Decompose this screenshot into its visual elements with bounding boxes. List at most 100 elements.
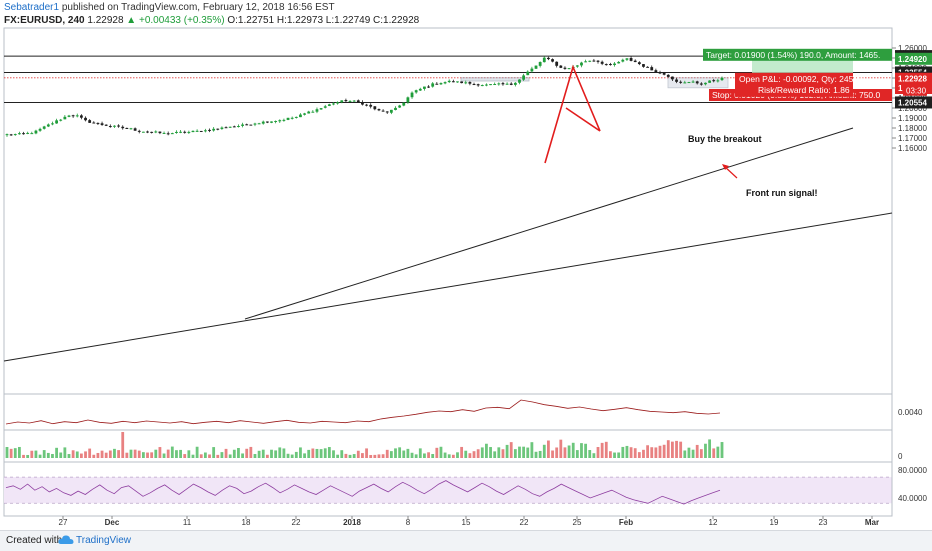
candle-body <box>46 124 50 127</box>
author-link[interactable]: Sebatrader1 <box>4 2 60 13</box>
volume-bar <box>542 444 546 458</box>
candle-body <box>261 121 265 124</box>
flag-pattern-line[interactable] <box>544 64 601 164</box>
volume-bar <box>237 447 240 458</box>
volume-bar <box>26 454 30 458</box>
volume-bar <box>84 451 87 458</box>
candle-body <box>175 131 178 134</box>
candle-body <box>113 125 116 127</box>
volume-bar <box>265 454 269 458</box>
volume-bar <box>323 448 327 458</box>
candle-body <box>319 108 323 110</box>
candle-body <box>237 126 240 128</box>
volume-bar <box>224 448 228 458</box>
candle-body <box>42 126 46 129</box>
candle-body <box>381 110 385 112</box>
candle-body <box>22 133 25 135</box>
volume-bar <box>100 450 104 458</box>
candle-body <box>447 80 451 83</box>
candle-body <box>588 60 592 62</box>
volume-bar <box>108 450 112 458</box>
front-run-annotation: Front run signal! <box>746 188 818 198</box>
volume-bar <box>166 449 170 458</box>
candle-body <box>356 100 360 103</box>
time-tick-label: 12 <box>709 518 718 527</box>
trendline-steep[interactable] <box>244 127 854 320</box>
candle-body <box>666 74 670 77</box>
volume-bar <box>319 449 323 458</box>
volume-bar <box>588 450 592 458</box>
candle-body <box>464 82 468 84</box>
volume-bar <box>427 452 430 458</box>
time-tick-label: 8 <box>406 518 411 527</box>
candle-body <box>108 126 112 128</box>
volume-bar <box>493 451 497 458</box>
candle-body <box>646 66 650 68</box>
candle-body <box>712 80 716 82</box>
candle-body <box>522 75 526 80</box>
volume-bar <box>365 448 368 458</box>
volume-bar <box>551 450 554 458</box>
level-badge-3: 1.20554 <box>898 98 927 107</box>
candle-body <box>216 128 220 130</box>
volume-bar <box>621 446 625 458</box>
volume-bar <box>394 448 397 458</box>
candle-body <box>344 100 348 102</box>
candle-body <box>179 131 182 133</box>
volume-bar <box>187 450 191 458</box>
volume-bar <box>671 441 674 458</box>
candle-body <box>369 104 373 107</box>
signal-arrow-head <box>722 164 729 170</box>
volume-bar <box>63 447 67 458</box>
oscillator-pane[interactable] <box>3 393 893 431</box>
candle-body <box>439 83 443 85</box>
candle-body <box>592 60 596 62</box>
candle-body <box>249 124 253 126</box>
candle-body <box>195 130 199 132</box>
time-tick-label: Mar <box>865 518 879 527</box>
target-info-text: Target: 0.01900 (1.54%) 190.0, Amount: 1… <box>706 50 880 60</box>
candle-body <box>166 133 170 135</box>
candle-body <box>377 109 381 111</box>
flag-pattern-base[interactable] <box>565 107 601 132</box>
published-text: published on TradingView.com, February 1… <box>59 2 335 13</box>
volume-bar <box>617 452 621 458</box>
candle-body <box>559 65 563 68</box>
candle-body <box>625 58 629 60</box>
candle-body <box>493 84 497 86</box>
consolidation-box-jan[interactable] <box>460 77 530 82</box>
candle-body <box>604 64 608 66</box>
candle-body <box>9 134 13 136</box>
volume-bar <box>513 449 517 458</box>
trendline-long[interactable] <box>3 212 893 362</box>
volume-bar <box>687 447 691 458</box>
price-tick-label: 1.18000 <box>898 124 927 133</box>
candle-body <box>505 83 509 85</box>
volume-bar <box>290 454 294 458</box>
volume-bar <box>38 454 42 458</box>
last-price-badge: 1.22928 <box>898 75 927 84</box>
volume-bar <box>373 454 377 458</box>
candle-body <box>530 68 534 72</box>
candle-body <box>208 129 211 131</box>
level-badge-3-bg <box>895 96 932 109</box>
candle-body <box>75 115 79 117</box>
volume-bar <box>67 454 71 458</box>
candle-body <box>460 81 464 84</box>
volume-bar <box>170 446 174 458</box>
candle-body <box>270 121 273 123</box>
time-tick-label: 15 <box>462 518 471 527</box>
candle-body <box>563 67 567 69</box>
tradingview-link[interactable]: TradingView <box>76 535 132 546</box>
volume-bar <box>216 454 220 458</box>
symbol-name[interactable]: FX:EURUSD, 240 <box>4 15 85 26</box>
volume-bar <box>336 454 340 458</box>
candle-body <box>265 121 269 123</box>
candle-body <box>100 123 104 125</box>
price-tick-label: 1.16000 <box>898 144 927 153</box>
ohlc-values: O:1.22751 H:1.22973 L:1.22749 C:1.22928 <box>227 15 420 26</box>
volume-bar <box>348 454 352 458</box>
candle-body <box>137 130 141 132</box>
candle-body <box>84 117 87 121</box>
